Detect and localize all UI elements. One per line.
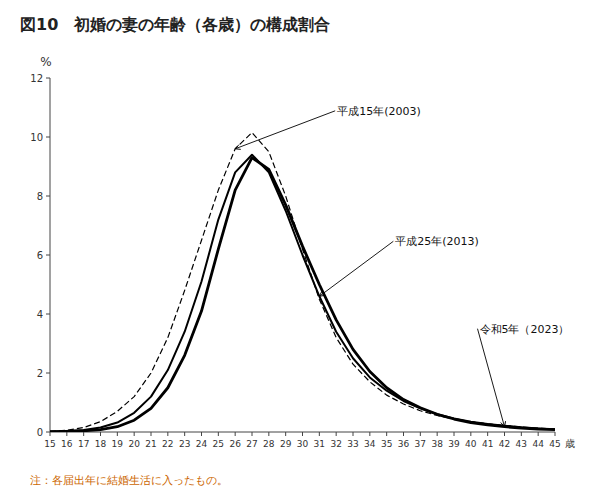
x-tick-label: 34 xyxy=(364,439,376,449)
x-tick-label: 18 xyxy=(95,439,107,449)
y-tick xyxy=(46,314,50,315)
x-tick xyxy=(66,432,67,436)
x-tick xyxy=(420,432,421,436)
x-tick-label: 20 xyxy=(128,439,140,449)
x-tick-label: 45 xyxy=(549,439,560,449)
x-tick-label: 21 xyxy=(145,439,156,449)
x-tick xyxy=(555,432,556,436)
x-tick xyxy=(302,432,303,436)
y-tick xyxy=(46,255,50,256)
x-tick-label: 25 xyxy=(213,439,224,449)
annotation-arrow xyxy=(478,329,505,427)
x-tick xyxy=(454,432,455,436)
y-tick-label: 6 xyxy=(37,250,43,261)
x-tick-label: 36 xyxy=(398,439,410,449)
x-tick-label: 41 xyxy=(482,439,493,449)
x-tick-label: 33 xyxy=(347,439,358,449)
x-tick xyxy=(487,432,488,436)
y-tick xyxy=(46,432,50,433)
x-tick-label: 35 xyxy=(381,439,392,449)
y-tick-label: 0 xyxy=(37,427,43,438)
x-tick xyxy=(50,432,51,436)
x-tick xyxy=(369,432,370,436)
annotation: 平成15年(2003) xyxy=(337,105,421,118)
x-tick-label: 31 xyxy=(314,439,325,449)
x-tick-label: 37 xyxy=(415,439,426,449)
x-tick xyxy=(117,432,118,436)
y-tick xyxy=(46,78,50,79)
chart: 図10 初婚の妻の年齢（各歳）の構成割合02468101215161718192… xyxy=(0,0,599,497)
x-tick-label: 43 xyxy=(516,439,527,449)
annotation-arrow xyxy=(319,241,393,296)
x-tick-label: 22 xyxy=(162,439,173,449)
x-tick xyxy=(100,432,101,436)
x-tick-label: 39 xyxy=(448,439,460,449)
x-tick xyxy=(521,432,522,436)
x-tick-label: 42 xyxy=(499,439,510,449)
x-axis-label: 歳 xyxy=(565,438,575,449)
title: 図10 初婚の妻の年齢（各歳）の構成割合 xyxy=(20,15,330,34)
x-tick-label: 24 xyxy=(196,439,208,449)
x-tick xyxy=(285,432,286,436)
x-tick xyxy=(319,432,320,436)
x-tick-label: 44 xyxy=(532,439,544,449)
y-tick xyxy=(46,373,50,374)
x-tick-label: 30 xyxy=(297,439,309,449)
annotation: 令和5年（2023） xyxy=(480,323,570,336)
x-tick xyxy=(151,432,152,436)
x-tick-label: 17 xyxy=(78,439,89,449)
x-tick xyxy=(470,432,471,436)
x-tick-label: 15 xyxy=(44,439,55,449)
series-line xyxy=(50,158,555,432)
y-tick-label: 8 xyxy=(37,191,43,202)
x-tick xyxy=(218,432,219,436)
annotation: 平成25年(2013) xyxy=(395,235,479,248)
x-tick xyxy=(252,432,253,436)
x-tick-label: 29 xyxy=(280,439,292,449)
y-tick xyxy=(46,196,50,197)
series-line xyxy=(50,133,555,432)
annotation-arrow xyxy=(235,111,335,149)
y-axis-label: % xyxy=(40,55,51,69)
x-tick-label: 26 xyxy=(229,439,241,449)
y-tick-label: 2 xyxy=(37,368,43,379)
series-line xyxy=(50,155,555,432)
x-tick xyxy=(134,432,135,436)
x-tick xyxy=(437,432,438,436)
x-tick xyxy=(504,432,505,436)
x-tick xyxy=(403,432,404,436)
x-tick-label: 16 xyxy=(61,439,73,449)
y-tick-label: 4 xyxy=(37,309,43,320)
x-tick xyxy=(235,432,236,436)
y-tick-label: 12 xyxy=(30,73,43,84)
x-tick-label: 27 xyxy=(246,439,257,449)
x-tick xyxy=(538,432,539,436)
x-tick-label: 19 xyxy=(112,439,124,449)
x-tick xyxy=(167,432,168,436)
y-tick xyxy=(46,137,50,138)
plot-area xyxy=(50,133,555,432)
x-tick-label: 32 xyxy=(330,439,341,449)
x-tick-label: 38 xyxy=(431,439,443,449)
x-tick-label: 23 xyxy=(179,439,190,449)
x-tick xyxy=(353,432,354,436)
x-tick-label: 28 xyxy=(263,439,275,449)
x-tick xyxy=(184,432,185,436)
x-tick xyxy=(336,432,337,436)
x-tick xyxy=(201,432,202,436)
note: 注：各届出年に結婚生活に入ったもの。 xyxy=(30,474,228,487)
x-tick xyxy=(386,432,387,436)
x-tick xyxy=(268,432,269,436)
x-tick-label: 40 xyxy=(465,439,477,449)
y-tick-label: 10 xyxy=(30,132,43,143)
x-tick xyxy=(83,432,84,436)
